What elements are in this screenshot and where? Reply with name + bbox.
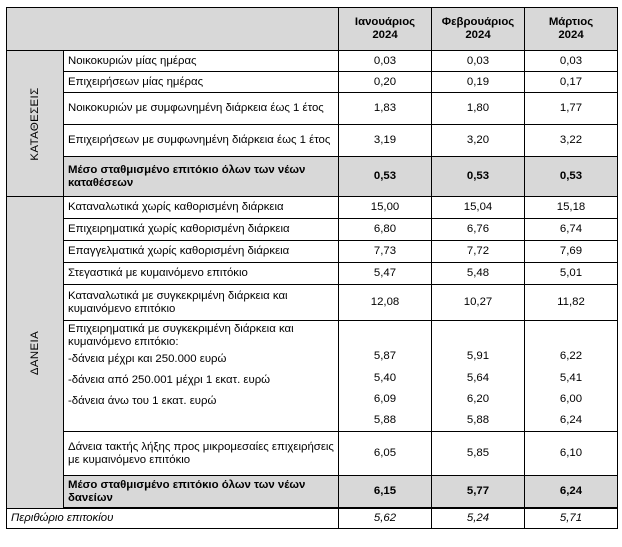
cell-value: 11,82 — [524, 284, 618, 321]
category-loans: ΔΑΝΕΙΑ — [6, 196, 64, 509]
table-row: Επιχειρηματικά χωρίς καθορισμένη διάρκει… — [7, 218, 618, 241]
row-label: Επιχειρηματικά με συγκεκριμένη διάρκεια … — [68, 323, 294, 348]
cell-value: 15,04 — [431, 196, 525, 219]
row-label: Μέσο σταθμισμένο επιτόκιο όλων των νέων … — [63, 156, 339, 197]
table-row: Επαγγελματικά χωρίς καθορισμένη διάρκεια… — [7, 240, 618, 263]
cell-value: 0,17 — [524, 71, 618, 93]
cell-value: 6,15 — [338, 475, 432, 508]
cell-value: 5,91 — [466, 350, 490, 362]
cell-value: 7,73 — [338, 240, 432, 263]
summary-row-loans: Μέσο σταθμισμένο επιτόκιο όλων των νέων … — [7, 475, 618, 508]
cell-value: 5,41 — [559, 372, 583, 384]
cell-value: 1,77 — [524, 92, 618, 125]
cell-value: 5,48 — [431, 262, 525, 285]
row-label: Νοικοκυριών με συμφωνημένη διάρκεια έως … — [63, 92, 339, 125]
cell-value: 5,88 — [466, 414, 490, 426]
cell-value: 5,01 — [524, 262, 618, 285]
row-label: Επιχειρήσεων με συμφωνημένη διάρκεια έως… — [63, 124, 339, 157]
cell-value: 6,22 — [559, 350, 583, 362]
cell-value: 6,76 — [431, 218, 525, 241]
cell-value: 0,03 — [524, 50, 618, 72]
category-deposits: ΚΑΤΑΘΕΣΕΙΣ — [6, 50, 64, 197]
row-label: Περιθώριο επιτοκίου — [6, 508, 339, 529]
row-label: Επαγγελματικά χωρίς καθορισμένη διάρκεια — [63, 240, 339, 263]
header-blank-cell — [6, 7, 339, 51]
cell-value: 6,24 — [524, 475, 618, 508]
row-label: Καταναλωτικά με συγκεκριμένη διάρκεια κα… — [63, 284, 339, 321]
cell-value: 6,20 — [466, 393, 490, 405]
subrow-label: -δάνεια από 250.001 μέχρι 1 εκατ. ευρώ — [68, 374, 271, 386]
cell-value: 0,53 — [524, 156, 618, 197]
business-group-jan: 5,87 5,40 6,09 5,88 — [338, 320, 432, 432]
cell-value: 0,20 — [338, 71, 432, 93]
cell-value: 10,27 — [431, 284, 525, 321]
interest-rates-table: Ιανουάριος 2024 Φεβρουάριος 2024 Μάρτιος 20… — [6, 7, 618, 529]
row-label: Μέσο σταθμισμένο επιτόκιο όλων των νέων … — [63, 475, 339, 508]
cell-value: 5,24 — [431, 508, 525, 529]
business-group-mar: 6,22 5,41 6,00 6,24 — [524, 320, 618, 432]
cell-value: 5,47 — [338, 262, 432, 285]
row-label: Δάνεια τακτής λήξης προς μικρομεσαίες επ… — [63, 431, 339, 476]
table-row: ΚΑΤΑΘΕΣΕΙΣ Νοικοκυριών μίας ημέρας 0,03 … — [6, 50, 618, 197]
cell-value: 5,62 — [338, 508, 432, 529]
cell-value: 7,69 — [524, 240, 618, 263]
cell-value: 12,08 — [338, 284, 432, 321]
cell-value: 3,22 — [524, 124, 618, 157]
table-row: Επιχειρήσεων με συμφωνημένη διάρκεια έως… — [7, 124, 618, 157]
table-row-business-group: Επιχειρηματικά με συγκεκριμένη διάρκεια … — [7, 320, 618, 432]
table-row: Νοικοκυριών με συμφωνημένη διάρκεια έως … — [7, 92, 618, 125]
cell-value: 3,19 — [338, 124, 432, 157]
business-group-feb: 5,91 5,64 6,20 5,88 — [431, 320, 525, 432]
cell-value: 5,85 — [431, 431, 525, 476]
table-row: Επιχειρήσεων μίας ημέρας 0,20 0,19 0,17 — [7, 71, 618, 93]
cell-value: 6,10 — [524, 431, 618, 476]
cell-value: 0,53 — [431, 156, 525, 197]
cell-value: 6,00 — [559, 393, 583, 405]
cell-value: 5,64 — [466, 372, 490, 384]
row-label: Καταναλωτικά χωρίς καθορισμένη διάρκεια — [63, 196, 339, 219]
header-january: Ιανουάριος 2024 — [338, 7, 432, 51]
header-row: Ιανουάριος 2024 Φεβρουάριος 2024 Μάρτιος 20… — [6, 7, 618, 51]
cell-value: 6,74 — [524, 218, 618, 241]
row-label: Νοικοκυριών μίας ημέρας — [63, 50, 339, 72]
row-label: Επιχειρηματικά χωρίς καθορισμένη διάρκει… — [63, 218, 339, 241]
row-label: Στεγαστικά με κυμαινόμενο επιτόκιο — [63, 262, 339, 285]
table-row: Καταναλωτικά με συγκεκριμένη διάρκεια κα… — [7, 284, 618, 321]
cell-value: 5,88 — [373, 414, 397, 426]
cell-value: 0,03 — [431, 50, 525, 72]
row-label: Επιχειρήσεων μίας ημέρας — [63, 71, 339, 93]
cell-value: 0,03 — [338, 50, 432, 72]
margin-row: Περιθώριο επιτοκίου 5,62 5,24 5,71 — [6, 508, 618, 529]
cell-value: 5,71 — [524, 508, 618, 529]
table-row: ΔΑΝΕΙΑ Καταναλωτικά χωρίς καθορισμένη δι… — [6, 196, 618, 509]
cell-value: 5,40 — [373, 372, 397, 384]
cell-value: 0,53 — [338, 156, 432, 197]
cell-value: 7,72 — [431, 240, 525, 263]
cell-value: 0,19 — [431, 71, 525, 93]
cell-value: 1,83 — [338, 92, 432, 125]
cell-value: 6,05 — [338, 431, 432, 476]
cell-value: 6,24 — [559, 414, 583, 426]
cell-value: 6,80 — [338, 218, 432, 241]
table-row: Στεγαστικά με κυμαινόμενο επιτόκιο 5,47 … — [7, 262, 618, 285]
cell-value: 1,80 — [431, 92, 525, 125]
summary-row-deposits: Μέσο σταθμισμένο επιτόκιο όλων των νέων … — [7, 156, 618, 197]
header-march: Μάρτιος 2024 — [524, 7, 618, 51]
cell-value: 15,00 — [338, 196, 432, 219]
cell-value: 5,77 — [431, 475, 525, 508]
cell-value: 5,87 — [373, 350, 397, 362]
header-february: Φεβρουάριος 2024 — [431, 7, 525, 51]
cell-value: 15,18 — [524, 196, 618, 219]
subrow-label: -δάνεια άνω του 1 εκατ. ευρώ — [68, 395, 217, 407]
cell-value: 6,09 — [373, 393, 397, 405]
subrow-label: -δάνεια μέχρι και 250.000 ευρώ — [68, 353, 227, 365]
table-row: Δάνεια τακτής λήξης προς μικρομεσαίες επ… — [7, 431, 618, 476]
cell-value: 3,20 — [431, 124, 525, 157]
business-group-labels: Επιχειρηματικά με συγκεκριμένη διάρκεια … — [63, 320, 339, 432]
